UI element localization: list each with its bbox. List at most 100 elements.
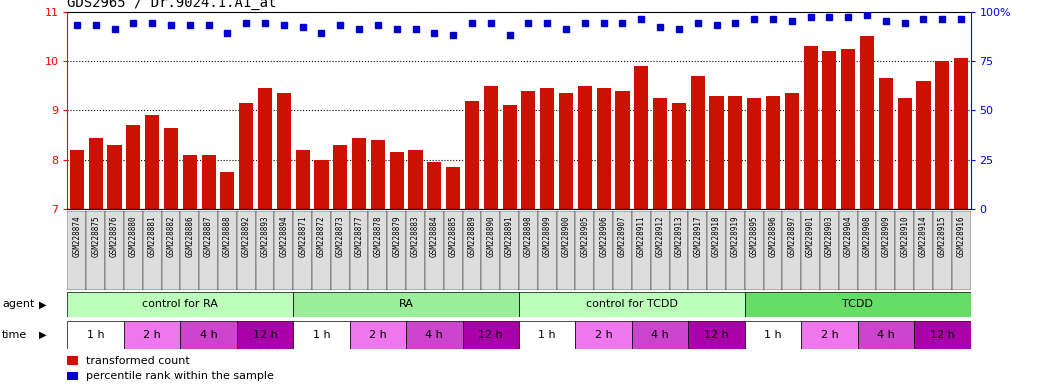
Bar [688,211,707,290]
Text: GSM228888: GSM228888 [223,215,231,257]
Text: GSM228881: GSM228881 [147,215,157,257]
Text: control for RA: control for RA [142,299,218,310]
Bar [294,211,312,290]
Text: 2 h: 2 h [821,330,839,340]
Bar [876,211,895,290]
Bar [181,211,199,290]
Bar [500,211,519,290]
Bar [463,211,482,290]
Bar [839,211,857,290]
Bar [670,211,688,290]
Text: GSM228892: GSM228892 [242,215,251,257]
Bar [425,211,444,290]
Text: GDS2965 / Dr.9024.1.A1_at: GDS2965 / Dr.9024.1.A1_at [67,0,277,10]
Bar [559,93,573,209]
Bar [258,88,272,209]
Text: GSM228893: GSM228893 [261,215,270,257]
Bar [519,211,538,290]
Bar [199,211,218,290]
Bar [803,46,818,209]
Text: 1 h: 1 h [312,330,330,340]
Bar [917,81,930,209]
Bar [726,211,745,290]
Bar [406,321,463,349]
Text: 2 h: 2 h [143,330,161,340]
Bar [312,211,331,290]
Bar [651,211,670,290]
Text: GSM228878: GSM228878 [374,215,382,257]
Bar [540,88,554,209]
Bar [294,292,519,317]
Bar [707,211,726,290]
Text: 1 h: 1 h [539,330,556,340]
Text: GSM228872: GSM228872 [317,215,326,257]
Bar [296,150,309,209]
Bar [879,78,893,209]
Bar [88,137,103,209]
Text: GSM228915: GSM228915 [937,215,947,257]
Bar [632,211,651,290]
Text: 4 h: 4 h [651,330,668,340]
Bar [898,98,911,209]
Text: GSM228871: GSM228871 [298,215,307,257]
Bar [653,98,667,209]
Text: GSM228895: GSM228895 [749,215,759,257]
Bar [538,211,556,290]
Bar [822,51,837,209]
Text: GSM228903: GSM228903 [825,215,834,257]
Bar [162,211,181,290]
Text: GSM228901: GSM228901 [807,215,815,257]
Bar [613,211,632,290]
Bar [331,211,350,290]
Text: ▶: ▶ [39,330,47,340]
Text: GSM228916: GSM228916 [957,215,965,257]
Bar [766,96,780,209]
Bar [294,321,350,349]
Bar [482,211,500,290]
Bar [672,103,686,209]
Bar [67,321,124,349]
Text: GSM228907: GSM228907 [618,215,627,257]
Bar [70,150,84,209]
Bar [463,321,519,349]
Text: GSM228877: GSM228877 [355,215,363,257]
Bar [747,98,761,209]
Bar [634,66,649,209]
Bar [578,86,592,209]
Text: GSM228918: GSM228918 [712,215,721,257]
Bar [688,321,745,349]
Text: GSM228906: GSM228906 [599,215,608,257]
Bar [389,152,404,209]
Bar [597,88,610,209]
Bar [556,211,575,290]
Bar [519,292,745,317]
Text: 12 h: 12 h [479,330,503,340]
Bar [594,211,613,290]
Text: GSM228876: GSM228876 [110,215,119,257]
Text: GSM228904: GSM228904 [844,215,853,257]
Bar [801,321,857,349]
Text: GSM228914: GSM228914 [919,215,928,257]
Bar [274,211,294,290]
Bar [745,211,764,290]
Bar [745,321,801,349]
Text: GSM228885: GSM228885 [448,215,458,257]
Bar [352,137,366,209]
Bar [820,211,839,290]
Bar [105,211,124,290]
Bar [67,211,86,290]
Bar [371,140,385,209]
Bar [914,321,971,349]
Bar [575,211,595,290]
Text: GSM228897: GSM228897 [787,215,796,257]
Text: GSM228883: GSM228883 [411,215,420,257]
Bar [409,150,422,209]
Text: GSM228889: GSM228889 [467,215,476,257]
Bar [108,145,121,209]
Bar [350,321,406,349]
Bar [164,128,177,209]
Bar [729,96,742,209]
Text: GSM228890: GSM228890 [486,215,495,257]
Bar [86,211,105,290]
Bar [502,106,517,209]
